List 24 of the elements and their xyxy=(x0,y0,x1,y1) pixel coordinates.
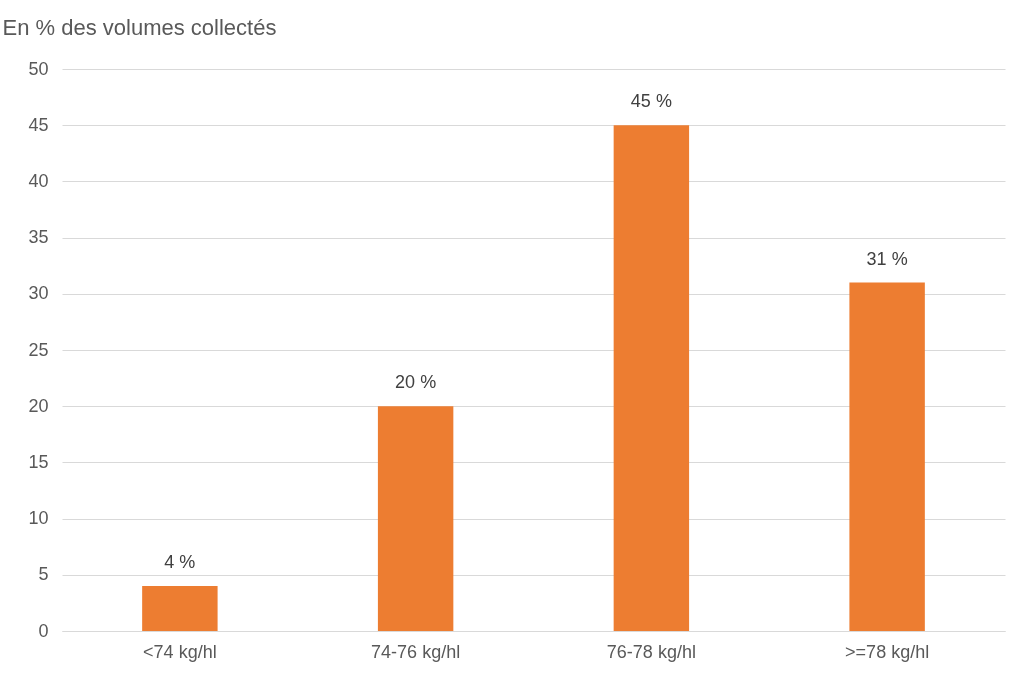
bar xyxy=(613,125,690,631)
x-tick-label: >=78 kg/hl xyxy=(845,641,930,662)
x-tick-label: 76-78 kg/hl xyxy=(606,641,696,662)
y-tick-label: 0 xyxy=(38,620,49,641)
bar xyxy=(849,282,925,631)
y-tick-label: 20 xyxy=(28,395,49,416)
y-tick-label: 30 xyxy=(28,283,49,304)
x-tick-label: 74-76 kg/hl xyxy=(371,641,461,662)
y-tick-label: 25 xyxy=(28,339,49,360)
data-label: 4 % xyxy=(164,552,196,573)
y-axis-title: En % des volumes collectés xyxy=(2,14,277,40)
y-tick-label: 5 xyxy=(38,564,49,585)
y-tick-label: 50 xyxy=(28,58,49,79)
data-label: 20 % xyxy=(395,372,437,393)
y-tick-label: 45 xyxy=(28,114,49,135)
bar xyxy=(142,586,218,631)
y-tick-label: 40 xyxy=(28,170,49,191)
y-tick-label: 35 xyxy=(28,227,49,248)
data-label: 31 % xyxy=(866,248,908,269)
y-tick-label: 15 xyxy=(28,451,49,472)
y-tick-label: 10 xyxy=(28,508,49,529)
bar xyxy=(377,406,454,631)
x-tick-label: <74 kg/hl xyxy=(143,641,217,662)
data-label: 45 % xyxy=(630,91,672,112)
